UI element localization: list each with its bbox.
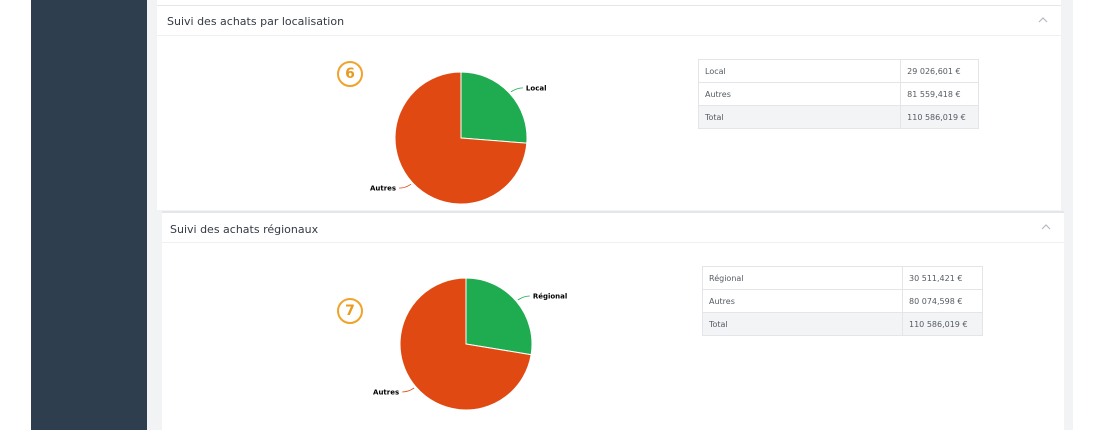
table-cell-label: Autres [697,82,902,106]
pie-label-régional: Régional [533,292,567,300]
pie-chart-regionaux: Régional Autres [373,277,567,411]
sidebar [31,0,147,430]
pie-slice-autres[interactable] [394,71,528,205]
table-row-total: Total 110 586,019 € [697,105,979,129]
table-cell-label: Total [702,312,903,336]
page-margin [1073,0,1093,430]
table-cell-value: 110 586,019 € [902,312,983,336]
table-row: Local 29 026,601 € [697,59,979,83]
pie-leader-line [399,183,412,189]
pie-slice-régional[interactable] [465,277,533,356]
table-row-total: Total 110 586,019 € [702,312,983,336]
pie-leader-line [510,87,523,93]
panel-title: Suivi des achats régionaux [170,223,319,236]
chevron-up-icon[interactable] [1040,223,1052,233]
pie-slice-autres[interactable] [399,277,532,411]
table-cell-value: 80 074,598 € [902,289,983,313]
table-row: Autres 80 074,598 € [702,289,983,313]
table-cell-label: Autres [702,289,903,313]
table-cell-label: Régional [702,266,903,290]
pie-leader-line [402,387,415,393]
pie-label-local: Local [526,84,547,92]
step-badge: 7 [337,298,363,324]
table-cell-value: 29 026,601 € [900,59,979,83]
panel-title: Suivi des achats par localisation [167,15,345,28]
table-cell-value: 81 559,418 € [900,82,979,106]
step-badge: 6 [337,61,363,87]
chevron-up-icon[interactable] [1037,16,1049,26]
pie-leader-line [517,295,530,301]
pie-label-autres: Autres [373,389,399,397]
panel-header[interactable]: Suivi des achats régionaux [162,211,1064,243]
summary-table-regionaux: Régional 30 511,421 € Autres 80 074,598 … [702,266,983,336]
pie-chart-localisation: Local Autres [370,71,547,205]
table-cell-value: 30 511,421 € [902,266,983,290]
table-row: Autres 81 559,418 € [697,82,979,106]
pie-label-autres: Autres [370,185,396,193]
table-cell-value: 110 586,019 € [900,105,979,129]
panel-header[interactable]: Suivi des achats par localisation [157,5,1061,36]
table-cell-label: Total [697,105,902,129]
table-row: Régional 30 511,421 € [702,266,983,290]
pie-slice-local[interactable] [460,71,528,144]
summary-table-localisation: Local 29 026,601 € Autres 81 559,418 € T… [697,59,979,129]
table-cell-label: Local [697,59,902,83]
